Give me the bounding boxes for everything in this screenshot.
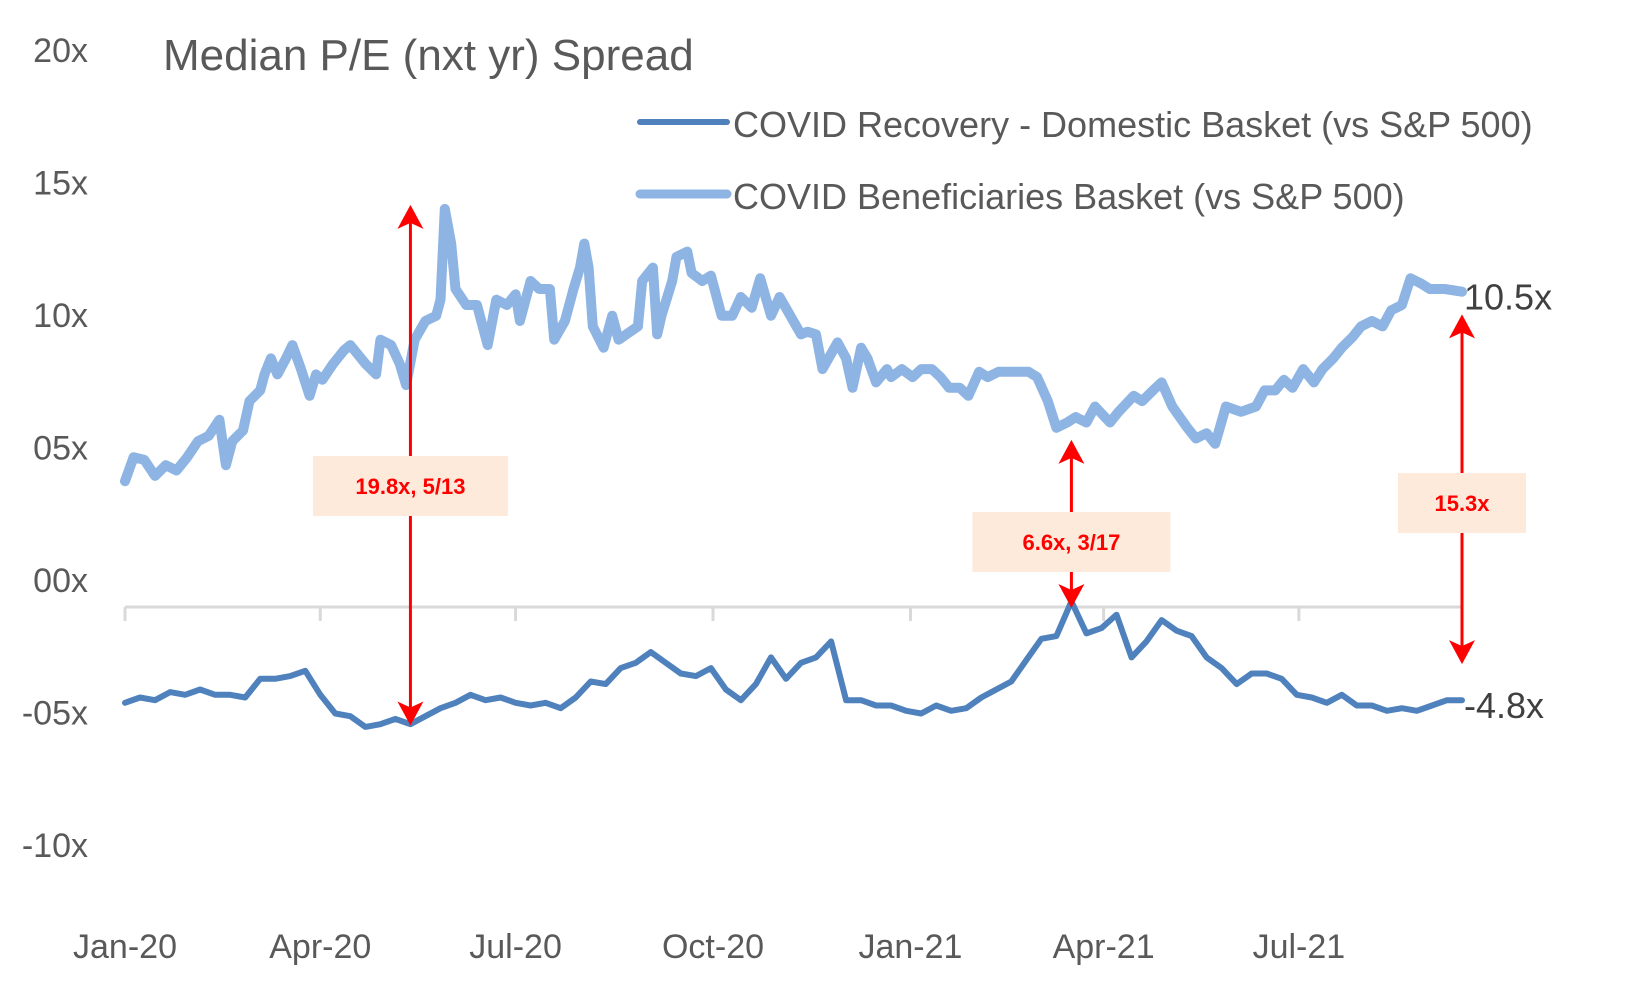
arrow-head-up xyxy=(1449,314,1475,339)
annotation-label: 15.3x xyxy=(1434,491,1490,516)
y-tick-label: 10x xyxy=(33,297,88,335)
x-tick-label: Jan-21 xyxy=(858,928,962,966)
annotation-box xyxy=(972,512,1171,572)
x-tick-label: Oct-20 xyxy=(662,928,764,966)
x-axis: Jan-20 Apr-20 Jul-20 Oct-20 Jan-21 Apr-21 Jul-… xyxy=(73,605,1462,966)
arrow-head-down xyxy=(1449,640,1475,665)
series-line-0 xyxy=(122,598,1465,730)
series-line-1 xyxy=(120,203,1467,487)
y-tick-label: 15x xyxy=(33,165,88,203)
y-tick-label: -10x xyxy=(22,827,88,865)
legend: COVID Recovery - Domestic Basket (vs S&P… xyxy=(635,104,1533,217)
annotation-box xyxy=(1398,473,1526,533)
y-tick-label: 05x xyxy=(33,430,88,468)
x-tick-label: Apr-20 xyxy=(269,928,371,966)
arrow-head-down xyxy=(1058,584,1085,609)
annotation-box xyxy=(312,456,508,516)
annotation-arrow: 19.8x, 5/13 xyxy=(312,204,508,726)
y-axis: 20x 15x 10x 05x 00x -05x -10x xyxy=(22,32,88,865)
end-labels: -4.8x 10.5x xyxy=(1464,277,1552,727)
y-tick-label: -05x xyxy=(22,695,88,733)
arrow-head-down xyxy=(397,701,424,726)
y-tick-label: 00x xyxy=(33,562,88,600)
series-end-label: 10.5x xyxy=(1464,277,1552,318)
series-layer xyxy=(120,203,1467,730)
series-end-label: -4.8x xyxy=(1464,685,1544,726)
y-tick-label: 20x xyxy=(33,32,88,70)
legend-label-domestic: COVID Recovery - Domestic Basket (vs S&P… xyxy=(733,104,1533,145)
arrow-head-up xyxy=(1058,439,1085,464)
annotation-arrow: 6.6x, 3/17 xyxy=(972,439,1171,609)
annotation-label: 6.6x, 3/17 xyxy=(1022,530,1120,555)
x-tick-label: Jul-21 xyxy=(1253,928,1346,966)
x-tick-label: Apr-21 xyxy=(1053,928,1155,966)
x-tick-label: Jul-20 xyxy=(469,928,562,966)
legend-label-beneficiaries: COVID Beneficiaries Basket (vs S&P 500) xyxy=(733,176,1405,217)
arrow-head-up xyxy=(397,204,424,229)
annotation-label: 19.8x, 5/13 xyxy=(355,474,465,499)
annotation-arrow: 15.3x xyxy=(1398,314,1526,665)
chart-title: Median P/E (nxt yr) Spread xyxy=(163,31,694,80)
x-tick-label: Jan-20 xyxy=(73,928,177,966)
annotation-layer: 19.8x, 5/13 6.6x, 3/17 15.3x xyxy=(312,204,1526,726)
